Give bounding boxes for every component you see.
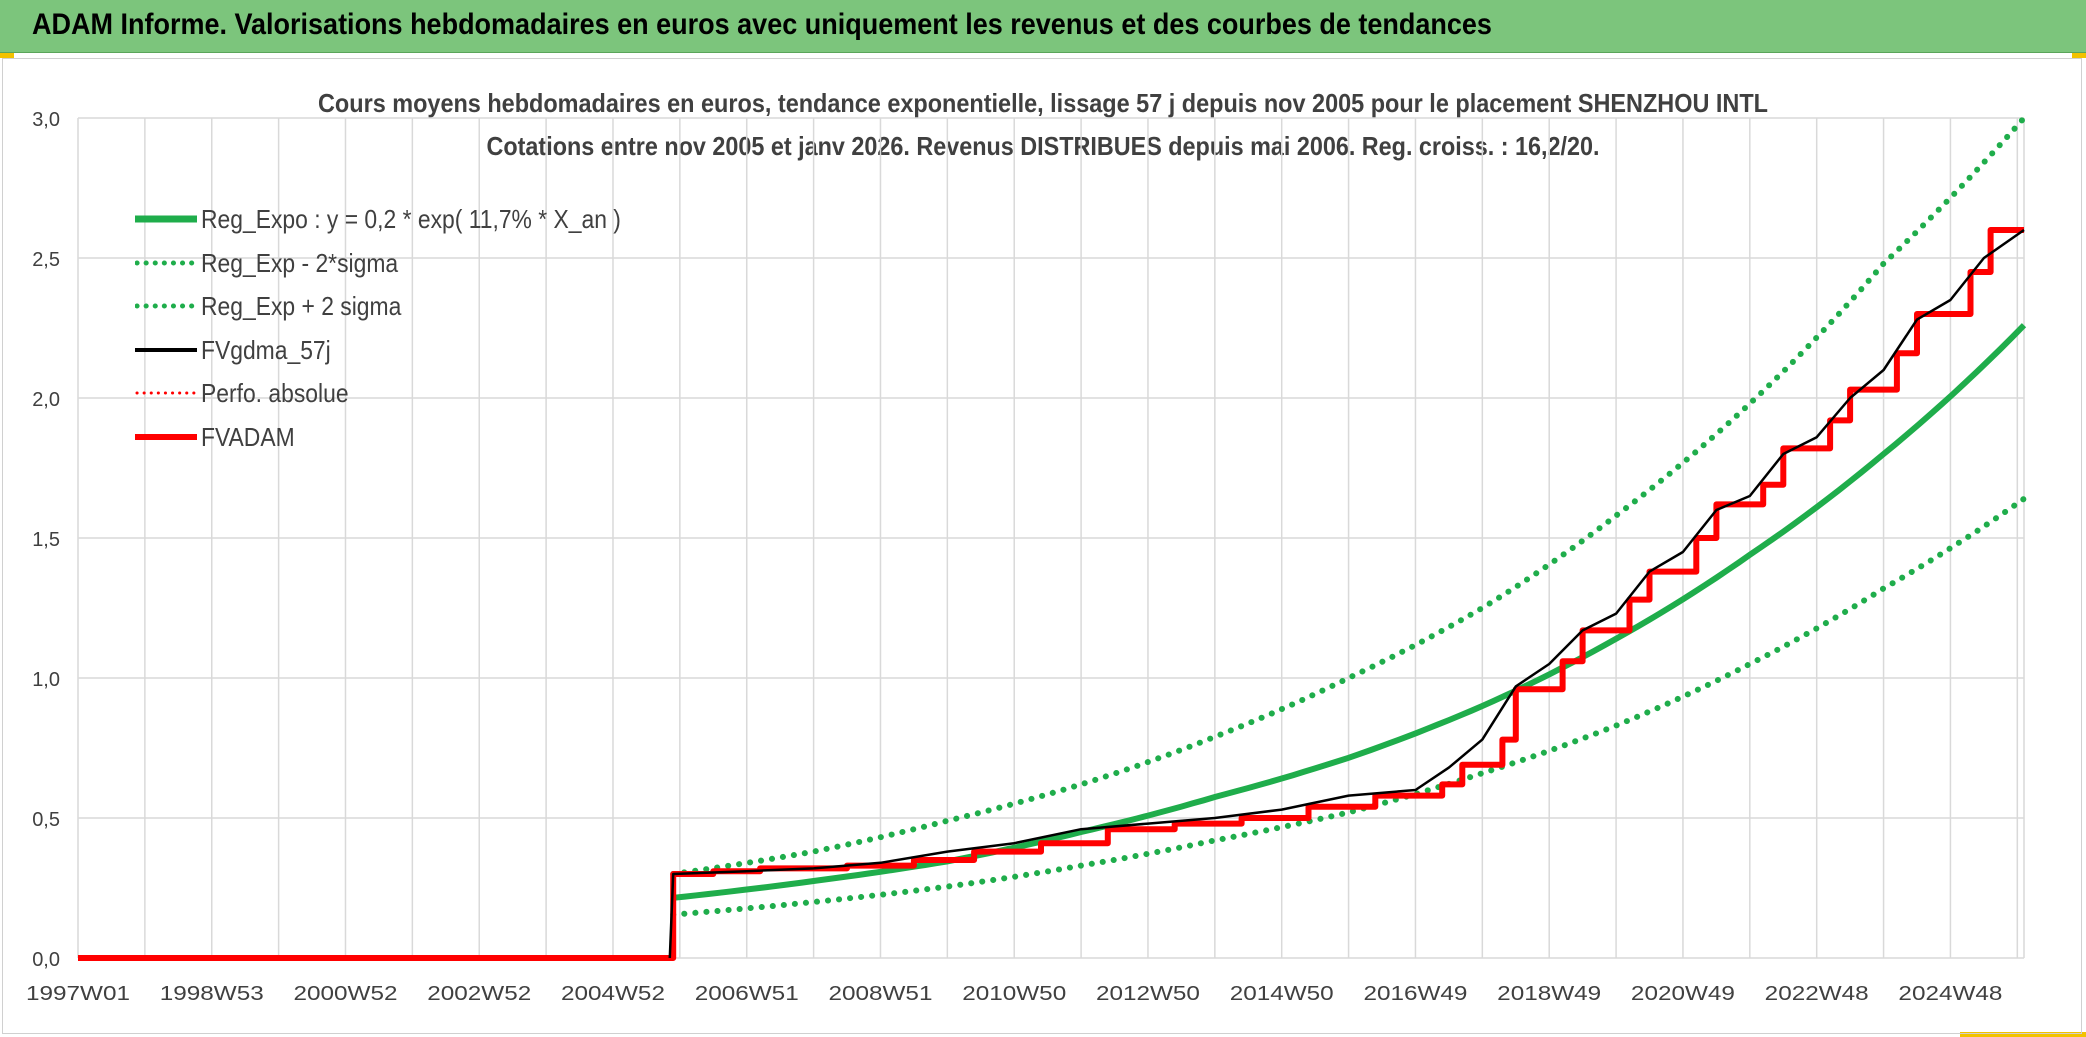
x-tick-label: 1997W01 xyxy=(26,983,130,1005)
chart-subtitle: Cotations entre nov 2005 et janv 2026. R… xyxy=(487,131,1600,161)
legend-label: FVgdma_57j xyxy=(201,334,331,365)
axis-ticks: 0,0 0,5 1,0 1,5 2,0 2,5 3,0 1997W01 1998W53 2000W… xyxy=(26,109,2002,1005)
x-tick-label: 2020W49 xyxy=(1631,983,1735,1005)
chart-title: Cours moyens hebdomadaires en euros, ten… xyxy=(318,88,1768,118)
corner-accent-top-right xyxy=(2072,53,2086,58)
chart-series xyxy=(78,115,2027,961)
x-tick-label: 2022W48 xyxy=(1765,983,1869,1005)
legend-swatch-perfo-absolue xyxy=(135,391,199,395)
y-tick-label: 1,0 xyxy=(32,669,60,691)
x-tick-label: 2016W49 xyxy=(1363,983,1467,1005)
series-line-fvgdma xyxy=(668,228,2025,959)
legend-swatch-reg-exp-minus xyxy=(135,260,199,265)
legend-swatch-reg-exp-plus xyxy=(135,303,199,309)
series-line-reg-exp-plus-2sigma xyxy=(670,115,2027,877)
y-tick-label: 2,0 xyxy=(32,389,60,411)
chart-frame xyxy=(2,58,2082,1034)
corner-accent-bottom-right xyxy=(1960,1032,2086,1037)
x-tick-label: 2004W52 xyxy=(561,983,665,1005)
series-line-reg-exp-minus-2sigma xyxy=(670,495,2027,918)
x-tick-label: 2018W49 xyxy=(1497,983,1601,1005)
x-tick-label: 2002W52 xyxy=(427,983,531,1005)
legend-label: Perfo. absolue xyxy=(201,378,349,408)
x-tick-label: 2000W52 xyxy=(293,983,397,1005)
report-banner: ADAM Informe. Valorisations hebdomadaire… xyxy=(0,0,2086,53)
x-tick-label: 2006W51 xyxy=(695,983,799,1005)
legend-swatch-fvadam xyxy=(135,433,197,440)
series-line-fvadam xyxy=(78,227,2024,961)
y-tick-label: 0,5 xyxy=(32,809,60,831)
y-tick-label: 0,0 xyxy=(32,949,60,971)
x-tick-label: 2024W48 xyxy=(1898,983,2002,1005)
y-tick-label: 2,5 xyxy=(32,249,60,271)
report-title: ADAM Informe. Valorisations hebdomadaire… xyxy=(32,8,1492,41)
legend-swatch-reg-expo xyxy=(135,215,197,223)
legend-label: Reg_Expo : y = 0,2 * exp( 11,7% * X_an ) xyxy=(201,204,621,234)
legend-label: Reg_Exp + 2 sigma xyxy=(201,291,402,321)
x-tick-label: 2008W51 xyxy=(828,983,932,1005)
legend-label: Reg_Exp - 2*sigma xyxy=(201,247,399,278)
x-tick-label: 2014W50 xyxy=(1230,983,1334,1005)
x-tick-label: 1998W53 xyxy=(160,983,264,1005)
x-tick-label: 2010W50 xyxy=(962,983,1066,1005)
x-tick-label: 2012W50 xyxy=(1096,983,1200,1005)
y-tick-label: 3,0 xyxy=(32,109,60,131)
y-tick-label: 1,5 xyxy=(32,529,60,551)
chart-grid xyxy=(77,117,2025,959)
corner-accent-top-left xyxy=(0,53,14,58)
legend-swatch-fvgdma xyxy=(135,347,197,352)
legend-label: FVADAM xyxy=(201,421,295,452)
